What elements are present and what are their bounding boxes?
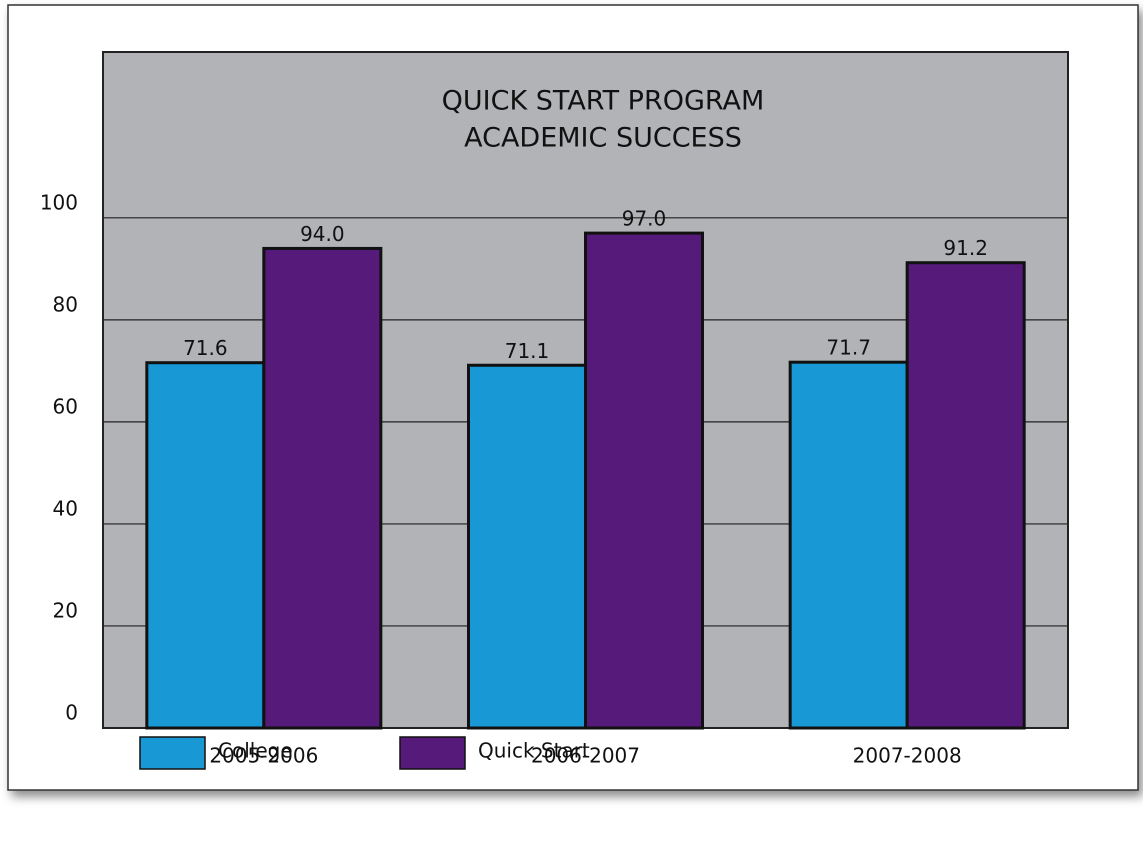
- bar: [145, 361, 266, 730]
- value-label: 71.1: [505, 339, 550, 363]
- y-tick-label: 60: [53, 394, 78, 418]
- chart-title: ACADEMIC SUCCESS: [464, 123, 742, 154]
- chart-title: QUICK START PROGRAM: [442, 86, 765, 117]
- x-tick-label: 2005-2006: [209, 744, 318, 768]
- value-label: 97.0: [622, 207, 667, 231]
- bar: [467, 363, 587, 730]
- bar: [584, 231, 704, 730]
- legend-swatch: [139, 736, 206, 770]
- value-label: 71.7: [826, 336, 871, 360]
- legend-label: College: [218, 739, 293, 763]
- y-tick-label: 100: [40, 190, 78, 214]
- bar: [262, 246, 383, 730]
- value-label: 71.6: [183, 336, 228, 360]
- y-tick-label: 20: [53, 598, 78, 622]
- bar: [905, 261, 1026, 730]
- x-tick-label: 2007-2008: [853, 744, 962, 768]
- legend-swatch: [399, 736, 466, 770]
- y-tick-label: 40: [53, 496, 78, 520]
- y-tick-label: 0: [65, 701, 78, 725]
- value-label: 94.0: [300, 222, 345, 246]
- bar: [788, 360, 909, 730]
- legend-label: Quick Start: [478, 739, 590, 763]
- x-tick-label: 2006-2007: [531, 744, 640, 768]
- y-tick-label: 80: [53, 292, 78, 316]
- value-label: 91.2: [943, 236, 988, 260]
